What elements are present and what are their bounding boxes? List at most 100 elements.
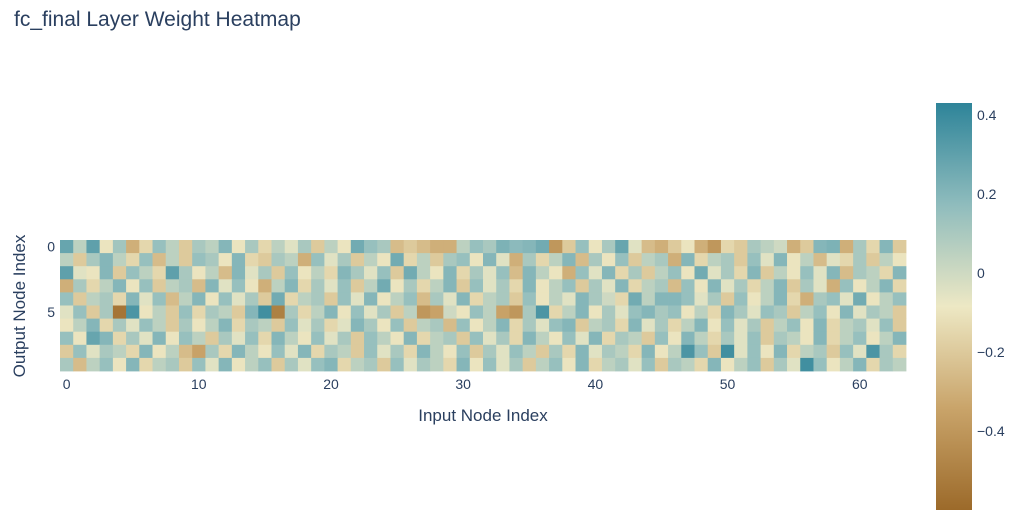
heatmap-cell[interactable] <box>681 318 695 333</box>
heatmap-cell[interactable] <box>668 357 682 372</box>
heatmap-cell[interactable] <box>284 344 299 359</box>
heatmap-cell[interactable] <box>416 331 431 346</box>
heatmap-cell[interactable] <box>218 266 233 280</box>
heatmap-cell[interactable] <box>112 318 127 333</box>
heatmap-cell[interactable] <box>311 240 325 254</box>
heatmap-cell[interactable] <box>324 279 338 293</box>
heatmap-cell[interactable] <box>297 305 312 320</box>
heatmap-cell[interactable] <box>403 266 418 280</box>
heatmap-cell[interactable] <box>839 266 854 280</box>
heatmap-cell[interactable] <box>86 318 101 333</box>
heatmap-cell[interactable] <box>60 240 74 254</box>
heatmap-cell[interactable] <box>311 357 325 372</box>
heatmap-cell[interactable] <box>720 240 735 254</box>
heatmap-cell[interactable] <box>416 357 431 372</box>
heatmap-cell[interactable] <box>139 331 153 346</box>
heatmap-cell[interactable] <box>231 318 246 333</box>
heatmap-cell[interactable] <box>218 253 233 267</box>
heatmap-cell[interactable] <box>297 331 312 346</box>
heatmap-cell[interactable] <box>575 279 590 293</box>
heatmap-cell[interactable] <box>800 305 814 320</box>
heatmap-cell[interactable] <box>509 279 524 293</box>
heatmap-cell[interactable] <box>377 318 391 333</box>
heatmap-cell[interactable] <box>99 266 114 280</box>
heatmap-cell[interactable] <box>720 279 735 293</box>
heatmap-cell[interactable] <box>86 305 101 320</box>
heatmap-cell[interactable] <box>284 357 299 372</box>
heatmap-cell[interactable] <box>641 279 656 293</box>
heatmap-cell[interactable] <box>99 240 114 254</box>
heatmap-cell[interactable] <box>443 292 457 306</box>
heatmap-cell[interactable] <box>205 331 220 346</box>
heatmap-cell[interactable] <box>826 318 841 333</box>
heatmap-cell[interactable] <box>350 240 365 254</box>
heatmap-cell[interactable] <box>218 279 233 293</box>
heatmap-cell[interactable] <box>377 292 391 306</box>
heatmap-cell[interactable] <box>694 357 709 372</box>
heatmap-cell[interactable] <box>165 357 180 372</box>
heatmap-cell[interactable] <box>205 344 220 359</box>
heatmap-cell[interactable] <box>258 279 272 293</box>
heatmap-cell[interactable] <box>615 331 629 346</box>
heatmap-cell[interactable] <box>879 279 894 293</box>
heatmap-cell[interactable] <box>866 240 880 254</box>
heatmap-cell[interactable] <box>813 331 828 346</box>
heatmap-cell[interactable] <box>430 357 444 372</box>
heatmap-cell[interactable] <box>734 305 748 320</box>
heatmap-cell[interactable] <box>641 305 656 320</box>
heatmap-cell[interactable] <box>562 305 576 320</box>
heatmap-cell[interactable] <box>337 331 352 346</box>
heatmap-cell[interactable] <box>324 344 338 359</box>
heatmap-cell[interactable] <box>337 305 352 320</box>
heatmap-cell[interactable] <box>654 344 669 359</box>
heatmap-cell[interactable] <box>364 253 378 267</box>
heatmap-cell[interactable] <box>734 253 748 267</box>
heatmap-cell[interactable] <box>178 240 193 254</box>
heatmap-cell[interactable] <box>787 305 801 320</box>
heatmap-cell[interactable] <box>350 253 365 267</box>
heatmap-cell[interactable] <box>707 253 722 267</box>
heatmap-cell[interactable] <box>205 305 220 320</box>
heatmap-cell[interactable] <box>734 279 748 293</box>
heatmap-cell[interactable] <box>60 292 74 306</box>
heatmap-cell[interactable] <box>126 253 140 267</box>
heatmap-cell[interactable] <box>549 305 563 320</box>
heatmap-cell[interactable] <box>535 253 550 267</box>
heatmap-cell[interactable] <box>178 253 193 267</box>
heatmap-cell[interactable] <box>483 331 497 346</box>
heatmap-cell[interactable] <box>231 240 246 254</box>
heatmap-cell[interactable] <box>694 279 709 293</box>
heatmap-cell[interactable] <box>615 292 629 306</box>
heatmap-cell[interactable] <box>178 266 193 280</box>
heatmap-cell[interactable] <box>139 253 153 267</box>
heatmap-cell[interactable] <box>615 344 629 359</box>
heatmap-cell[interactable] <box>734 318 748 333</box>
heatmap-cell[interactable] <box>337 266 352 280</box>
heatmap-cell[interactable] <box>628 344 643 359</box>
heatmap-cell[interactable] <box>892 344 907 359</box>
heatmap-cell[interactable] <box>73 344 87 359</box>
heatmap-cell[interactable] <box>99 279 114 293</box>
heatmap-cell[interactable] <box>231 266 246 280</box>
heatmap-cell[interactable] <box>337 240 352 254</box>
heatmap-cell[interactable] <box>773 357 788 372</box>
heatmap-cell[interactable] <box>522 266 537 280</box>
heatmap-cell[interactable] <box>601 253 616 267</box>
heatmap-cell[interactable] <box>297 279 312 293</box>
heatmap-cell[interactable] <box>443 305 457 320</box>
heatmap-cell[interactable] <box>773 279 788 293</box>
heatmap-cell[interactable] <box>654 240 669 254</box>
heatmap-cell[interactable] <box>641 331 656 346</box>
heatmap-cell[interactable] <box>879 344 894 359</box>
heatmap-cell[interactable] <box>245 292 259 306</box>
heatmap-cell[interactable] <box>258 292 272 306</box>
heatmap-cell[interactable] <box>575 357 590 372</box>
heatmap-cell[interactable] <box>178 318 193 333</box>
heatmap-cell[interactable] <box>773 292 788 306</box>
heatmap-cell[interactable] <box>139 318 153 333</box>
heatmap-cell[interactable] <box>866 266 880 280</box>
heatmap-cell[interactable] <box>562 357 576 372</box>
heatmap-cell[interactable] <box>575 305 590 320</box>
heatmap-cell[interactable] <box>456 292 471 306</box>
heatmap-cell[interactable] <box>231 292 246 306</box>
